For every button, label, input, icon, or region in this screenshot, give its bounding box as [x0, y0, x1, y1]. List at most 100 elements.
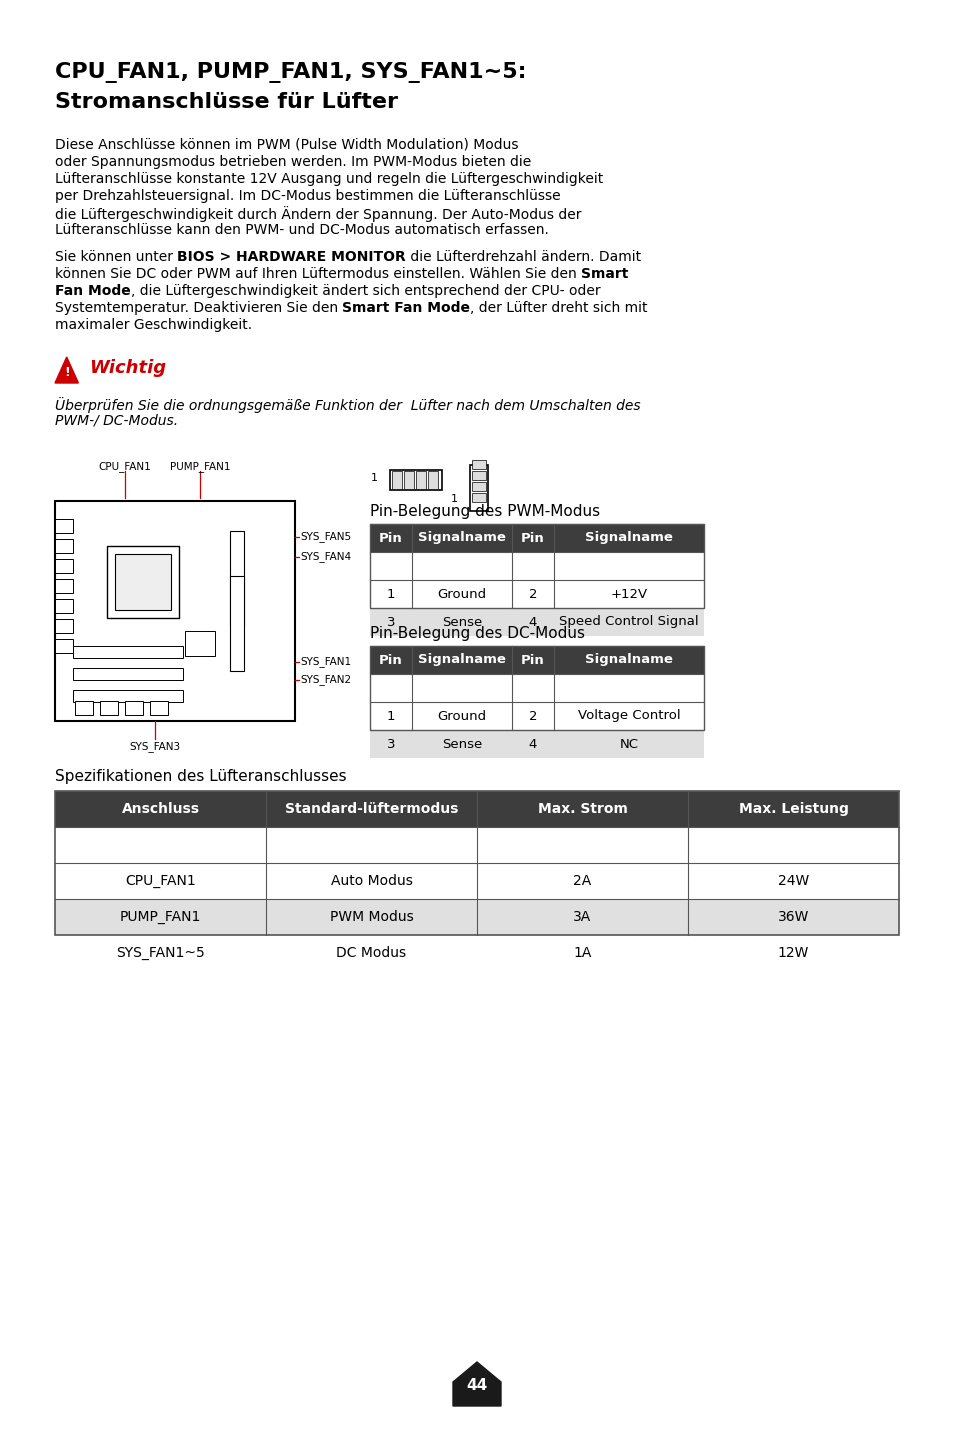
Text: !: ! [64, 367, 70, 379]
Text: Voltage Control: Voltage Control [578, 709, 679, 723]
Text: 3A: 3A [573, 909, 591, 924]
Bar [412, 609, 512, 636]
Text: Auto Modus: Auto Modus [331, 874, 412, 888]
Text: 1A: 1A [573, 947, 591, 959]
Bar [428, 471, 437, 488]
Text: , der Lüfter dreht sich mit: , der Lüfter dreht sich mit [470, 301, 647, 315]
Bar [512, 646, 554, 674]
Text: Stromanschlüsse für Lüfter: Stromanschlüsse für Lüfter [55, 92, 397, 112]
Bar [370, 524, 412, 551]
Bar [100, 702, 118, 715]
Text: 24W: 24W [777, 874, 808, 888]
Bar [687, 863, 898, 899]
Text: Signalname: Signalname [584, 653, 672, 666]
Bar [390, 470, 441, 490]
Bar [55, 538, 73, 553]
Bar [472, 493, 485, 503]
Text: 3: 3 [386, 737, 395, 750]
Text: 44: 44 [466, 1379, 487, 1393]
Text: BIOS > HARDWARE MONITOR: BIOS > HARDWARE MONITOR [177, 251, 406, 263]
Text: 2A: 2A [573, 874, 591, 888]
Text: 2: 2 [528, 587, 537, 600]
Bar [266, 863, 476, 899]
Bar [472, 483, 485, 491]
Text: Sense: Sense [441, 737, 481, 750]
Bar [476, 790, 687, 828]
Bar [512, 702, 554, 730]
Text: Sense: Sense [441, 616, 481, 629]
Text: Speed Control Signal: Speed Control Signal [558, 616, 699, 629]
Text: PUMP_FAN1: PUMP_FAN1 [120, 909, 201, 924]
Text: Sie können unter: Sie können unter [55, 251, 177, 263]
Text: Fan Mode: Fan Mode [55, 284, 131, 298]
Bar [266, 790, 476, 828]
Text: die Lüfterdrehzahl ändern. Damit: die Lüfterdrehzahl ändern. Damit [406, 251, 640, 263]
Text: Spezifikationen des Lüfteranschlusses: Spezifikationen des Lüfteranschlusses [55, 769, 346, 783]
Text: Signalname: Signalname [417, 531, 505, 544]
Bar [55, 863, 266, 899]
Bar [370, 609, 412, 636]
Bar [73, 646, 183, 657]
Bar [150, 702, 168, 715]
Text: PUMP_FAN1: PUMP_FAN1 [170, 461, 230, 473]
Text: SYS_FAN4: SYS_FAN4 [299, 551, 351, 563]
Bar [55, 639, 73, 653]
Polygon shape [55, 357, 78, 382]
Bar [55, 790, 266, 828]
Bar [512, 580, 554, 609]
Text: , die Lüftergeschwindigkeit ändert sich entsprechend der CPU- oder: , die Lüftergeschwindigkeit ändert sich … [131, 284, 599, 298]
Text: können Sie DC oder PWM auf Ihren Lüftermodus einstellen. Wählen Sie den: können Sie DC oder PWM auf Ihren Lüfterm… [55, 266, 580, 281]
Text: 1: 1 [451, 494, 457, 504]
Bar [412, 580, 512, 609]
Bar [185, 632, 214, 656]
Bar [687, 935, 898, 971]
Text: 1: 1 [386, 709, 395, 723]
Bar [512, 524, 554, 551]
Bar [412, 702, 512, 730]
Bar [230, 576, 244, 672]
Text: SYS_FAN2: SYS_FAN2 [299, 674, 351, 686]
Text: 4: 4 [528, 737, 537, 750]
Text: 36W: 36W [777, 909, 808, 924]
Polygon shape [453, 1362, 500, 1406]
Bar [55, 899, 266, 935]
Text: SYS_FAN3: SYS_FAN3 [130, 740, 180, 752]
Bar [554, 730, 703, 758]
Text: NC: NC [618, 737, 638, 750]
Bar [125, 702, 143, 715]
Bar [472, 471, 485, 480]
Bar [230, 531, 244, 626]
Bar [55, 579, 73, 593]
Text: CPU_FAN1: CPU_FAN1 [98, 461, 152, 473]
Bar [512, 730, 554, 758]
Text: Pin: Pin [378, 531, 402, 544]
Bar [55, 619, 73, 633]
Text: SYS_FAN1~5: SYS_FAN1~5 [116, 947, 205, 959]
Bar [554, 580, 703, 609]
Text: Standard-lüftermodus: Standard-lüftermodus [285, 802, 457, 816]
Text: 4: 4 [528, 616, 537, 629]
Text: CPU_FAN1: CPU_FAN1 [125, 874, 195, 888]
Text: Max. Leistung: Max. Leistung [738, 802, 847, 816]
Bar [55, 501, 294, 720]
Text: PWM-/ DC-Modus.: PWM-/ DC-Modus. [55, 414, 178, 428]
Text: Anschluss: Anschluss [121, 802, 199, 816]
Bar [470, 465, 488, 511]
Bar [554, 524, 703, 551]
Text: 12W: 12W [777, 947, 808, 959]
Text: PWM Modus: PWM Modus [330, 909, 413, 924]
Bar [75, 702, 92, 715]
Bar [55, 518, 73, 533]
Bar [412, 524, 512, 551]
Text: Lüfteranschlüsse kann den PWM- und DC-Modus automatisch erfassen.: Lüfteranschlüsse kann den PWM- und DC-Mo… [55, 223, 548, 238]
Bar [73, 667, 183, 680]
Text: 2: 2 [528, 709, 537, 723]
Bar [412, 730, 512, 758]
Text: Wichtig: Wichtig [89, 359, 166, 377]
Text: DC Modus: DC Modus [336, 947, 406, 959]
Text: Lüfteranschlüsse konstante 12V Ausgang und regeln die Lüftergeschwindigkeit: Lüfteranschlüsse konstante 12V Ausgang u… [55, 172, 602, 186]
Bar [403, 471, 414, 488]
Bar [370, 646, 412, 674]
Text: die Lüftergeschwindigkeit durch Ändern der Spannung. Der Auto-Modus der: die Lüftergeschwindigkeit durch Ändern d… [55, 206, 581, 222]
Text: Systemtemperatur. Deaktivieren Sie den: Systemtemperatur. Deaktivieren Sie den [55, 301, 342, 315]
